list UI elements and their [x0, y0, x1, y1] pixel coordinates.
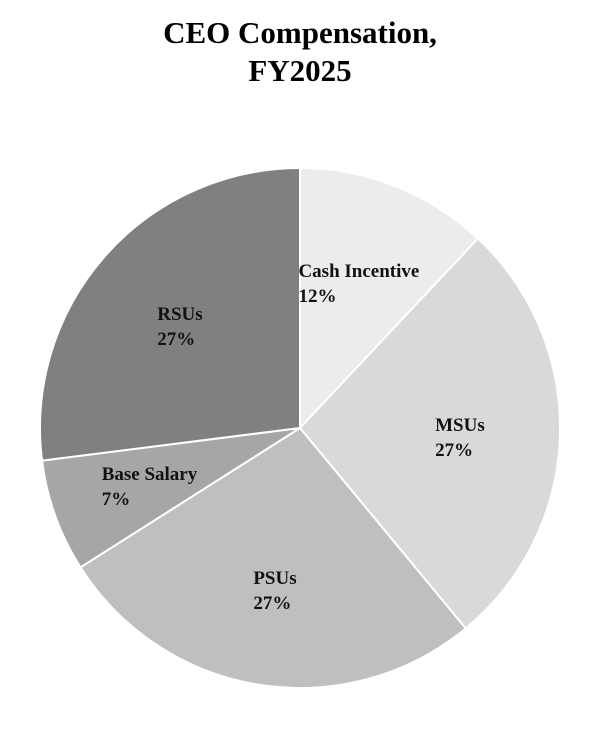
slice-label-name: Base Salary: [102, 464, 198, 485]
slice-label-msus: MSUs 27%: [435, 415, 485, 461]
chart-title: CEO Compensation, FY2025: [0, 14, 600, 90]
slice-label-name: Cash Incentive: [298, 261, 419, 282]
pie-slices: [39, 166, 561, 689]
pie-slice-psus: [79, 426, 468, 689]
chart-title-line-2: FY2025: [248, 53, 352, 88]
slice-label-value: 27%: [157, 329, 195, 350]
slice-label-value: 27%: [253, 593, 291, 614]
slice-label-base-salary: Base Salary 7%: [102, 464, 198, 510]
pie-slice-cash-incentive: [299, 166, 480, 431]
slice-label-name: PSUs: [253, 568, 296, 589]
pie-slice-base-salary: [40, 427, 301, 569]
slice-label-psus: PSUs 27%: [253, 568, 296, 614]
pie-slice-msus: [298, 237, 561, 630]
slice-label-value: 7%: [102, 489, 131, 510]
slice-label-value: 12%: [298, 286, 336, 307]
slice-label-name: MSUs: [435, 415, 485, 436]
chart-title-line-1: CEO Compensation,: [163, 15, 437, 50]
slice-label-cash-incentive: Cash Incentive 12%: [298, 261, 419, 307]
slice-label-name: RSUs: [157, 304, 202, 325]
slice-label-value: 27%: [435, 440, 473, 461]
pie-slice-rsus: [39, 166, 301, 462]
slice-label-rsus: RSUs 27%: [157, 304, 202, 350]
pie-labels: Cash Incentive 12% MSUs 27% PSUs 27% Base Sala…: [102, 261, 485, 614]
